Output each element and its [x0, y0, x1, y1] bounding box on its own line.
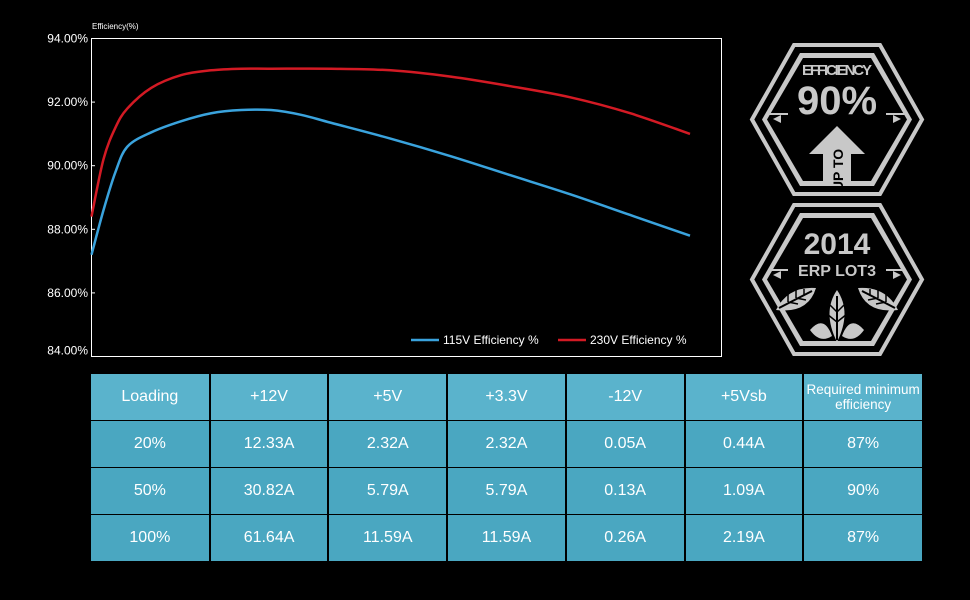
table-header-cell: Required minimum efficiency — [802, 373, 922, 421]
table-cell: 2.19A — [683, 514, 805, 562]
table-header-cell: +5V — [327, 373, 449, 421]
table-header-cell: -12V — [564, 373, 686, 421]
y-tick-label: 84.00% — [47, 344, 88, 358]
up-arrow-icon — [809, 126, 865, 185]
table-cell: 12.33A — [208, 420, 330, 468]
table-cell: 50% — [91, 467, 211, 515]
table-header-cell: +3.3V — [446, 373, 567, 421]
efficiency-badge-value: 90% — [797, 79, 877, 123]
table-cell: 0.26A — [564, 514, 686, 562]
table-cell: 5.79A — [446, 467, 567, 515]
y-tick-label: 86.00% — [47, 286, 88, 300]
erp-badge-text: ERP LOT3 — [798, 263, 876, 280]
table-cell: 0.05A — [564, 420, 686, 468]
table-cell: 61.64A — [208, 514, 330, 562]
table-row: 100% 61.64A 11.59A 11.59A 0.26A 2.19A 87% — [91, 514, 922, 562]
plot-area — [91, 38, 722, 357]
table-cell: 100% — [91, 514, 211, 562]
y-axis-label: Efficiency(%) — [92, 22, 139, 31]
table-cell: 1.09A — [683, 467, 805, 515]
table-cell: 30.82A — [208, 467, 330, 515]
table-cell: 20% — [91, 420, 211, 468]
y-tick-label: 90.00% — [47, 159, 88, 173]
y-tick-label: 88.00% — [47, 222, 88, 236]
y-tick-label: 92.00% — [47, 95, 88, 109]
table-header-row: Loading +12V +5V +3.3V -12V +5Vsb Required min… — [91, 373, 922, 421]
leaf-icon — [776, 287, 898, 342]
efficiency-badge-arrow-text: UP TO — [830, 149, 846, 191]
table-row: 50% 30.82A 5.79A 5.79A 0.13A 1.09A 90% — [91, 467, 922, 515]
table-cell: 11.59A — [446, 514, 567, 562]
table-cell: 0.44A — [683, 420, 805, 468]
table-cell: 0.13A — [564, 467, 686, 515]
table-cell: 87% — [802, 514, 922, 562]
legend-label: 230V Efficiency % — [590, 333, 687, 347]
y-tick-label: 94.00% — [47, 32, 88, 46]
erp-badge-year: 2014 — [804, 228, 871, 261]
table-cell: 2.32A — [327, 420, 449, 468]
table-header-cell: +12V — [208, 373, 330, 421]
table-row: 20% 12.33A 2.32A 2.32A 0.05A 0.44A 87% — [91, 420, 922, 468]
table-cell: 11.59A — [327, 514, 449, 562]
table-header-cell: +5Vsb — [683, 373, 805, 421]
series-line-115v — [90, 108, 691, 256]
table-cell: 5.79A — [327, 467, 449, 515]
erp-lot3-badge: 2014 ERP LOT3 — [748, 202, 926, 357]
table-cell: 2.32A — [446, 420, 567, 468]
power-rail-table: Loading +12V +5V +3.3V -12V +5Vsb Required min… — [91, 373, 922, 562]
table-cell: 87% — [802, 420, 922, 468]
table-header-cell: Loading — [91, 373, 211, 421]
efficiency-badge: EFFICIENCY 90% UP TO — [748, 42, 926, 197]
table-cell: 90% — [802, 467, 922, 515]
series-line-230v — [90, 67, 691, 217]
efficiency-chart: Efficiency(%) 84.00% 86.00% 88.00% 90.00% 92… — [47, 22, 722, 358]
efficiency-badge-title: EFFICIENCY — [802, 62, 872, 79]
legend-label: 115V Efficiency % — [443, 333, 539, 347]
